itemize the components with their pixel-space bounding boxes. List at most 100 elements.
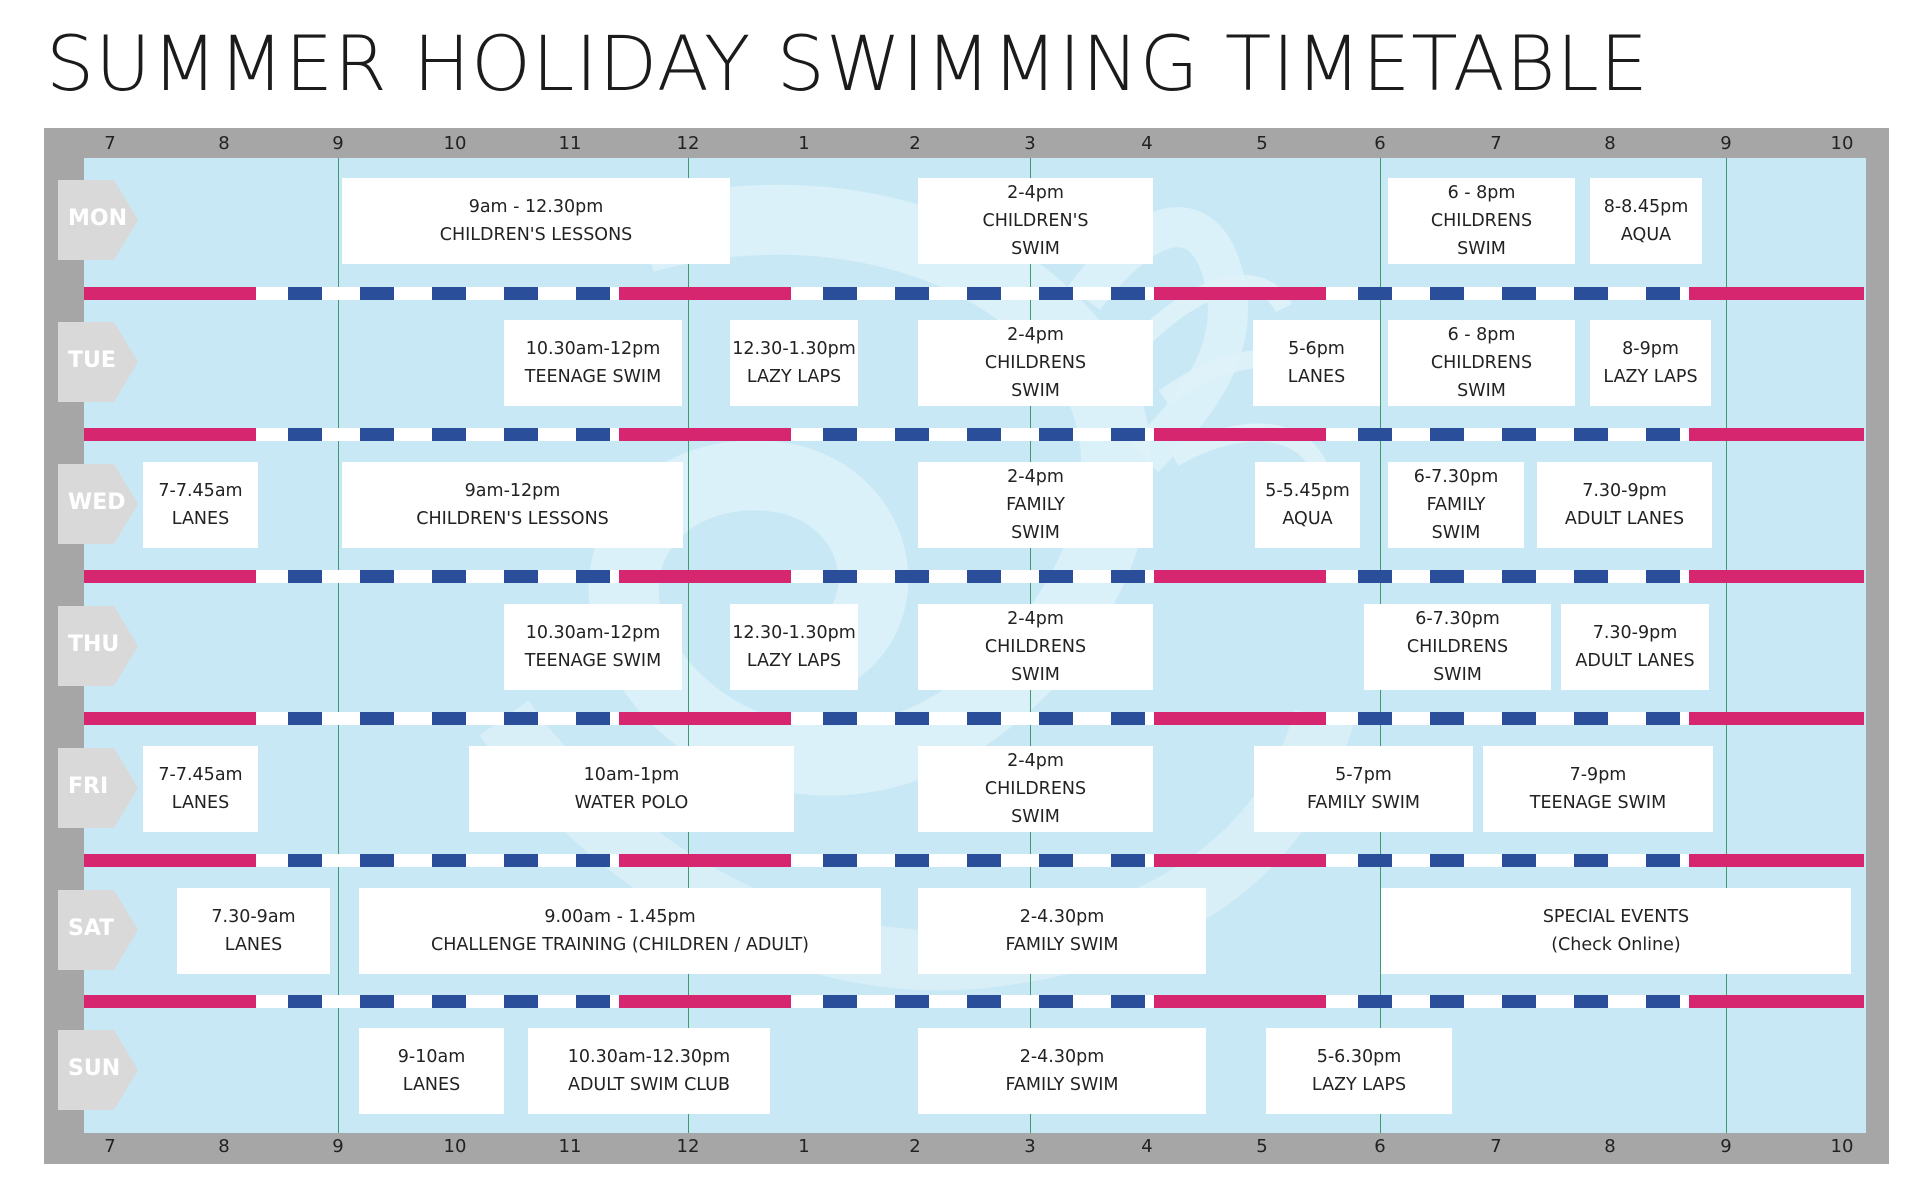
session-card[interactable]: 9-10am LANES [359, 1028, 504, 1114]
session-text: 7.30-9pm ADULT LANES [1564, 481, 1685, 529]
lane-rope-segment [288, 428, 322, 441]
lane-rope-segment [1574, 995, 1608, 1008]
hour-tick-bottom: 5 [1256, 1136, 1268, 1157]
session-card[interactable]: 12.30-1.30pm LAZY LAPS [730, 320, 858, 406]
lane-rope [84, 712, 1864, 725]
lane-rope-segment [1358, 428, 1392, 441]
lane-rope-segment [84, 570, 256, 583]
lane-rope-segment [288, 287, 322, 300]
session-card[interactable]: 10am-1pm WATER POLO [469, 746, 794, 832]
session-card[interactable]: 2-4pm FAMILY SWIM [918, 462, 1153, 548]
lane-rope-segment [967, 712, 1001, 725]
lane-rope-segment [967, 287, 1001, 300]
session-card[interactable]: 6-7.30pm CHILDRENS SWIM [1364, 604, 1551, 690]
lane-rope-segment [504, 712, 538, 725]
lane-rope-segment [360, 570, 394, 583]
lane-rope-segment [1430, 854, 1464, 867]
session-text: 10am-1pm WATER POLO [574, 765, 689, 813]
lane-rope-segment [432, 712, 466, 725]
lane-rope-segment [1646, 995, 1680, 1008]
lane-rope-segment [84, 995, 256, 1008]
lane-rope-segment [1689, 287, 1864, 300]
lane-rope-segment [1646, 712, 1680, 725]
lane-rope-segment [360, 854, 394, 867]
lane-rope-segment [895, 428, 929, 441]
lane-rope-segment [1689, 854, 1864, 867]
lane-rope-segment [1154, 854, 1326, 867]
session-card[interactable]: 7-7.45am LANES [143, 462, 258, 548]
session-card[interactable]: 8-9pm LAZY LAPS [1590, 320, 1711, 406]
session-text: 10.30am-12pm TEENAGE SWIM [524, 339, 662, 387]
lane-rope-segment [1502, 570, 1536, 583]
session-card[interactable]: 10.30am-12pm TEENAGE SWIM [504, 320, 682, 406]
lane-rope-segment [967, 854, 1001, 867]
lane-rope-segment [576, 570, 610, 583]
lane-rope-segment [1039, 428, 1073, 441]
day-label: WED [68, 490, 126, 515]
session-card[interactable]: 6 - 8pm CHILDRENS SWIM [1388, 320, 1575, 406]
session-text: 7-9pm TEENAGE SWIM [1529, 765, 1667, 813]
session-card[interactable]: 9.00am - 1.45pm CHALLENGE TRAINING (CHIL… [359, 888, 881, 974]
session-card[interactable]: 5-7pm FAMILY SWIM [1254, 746, 1473, 832]
session-card[interactable]: 2-4.30pm FAMILY SWIM [918, 1028, 1206, 1114]
lane-rope-segment [1430, 287, 1464, 300]
lane-rope-segment [619, 570, 791, 583]
lane-rope-segment [1154, 995, 1326, 1008]
session-card[interactable]: 5-6.30pm LAZY LAPS [1266, 1028, 1452, 1114]
session-card[interactable]: 6 - 8pm CHILDRENS SWIM [1388, 178, 1575, 264]
session-card[interactable]: SPECIAL EVENTS (Check Online) [1381, 888, 1851, 974]
hour-tick-top: 10 [443, 133, 467, 154]
day-label: SAT [68, 916, 115, 941]
session-card[interactable]: 5-5.45pm AQUA [1255, 462, 1360, 548]
lane-rope [84, 995, 1864, 1008]
session-card[interactable]: 5-6pm LANES [1253, 320, 1380, 406]
hour-tick-top: 11 [558, 133, 582, 154]
session-card[interactable]: 2-4.30pm FAMILY SWIM [918, 888, 1206, 974]
day-label: MON [68, 206, 128, 231]
lane-rope-segment [1574, 712, 1608, 725]
lane-rope-segment [1574, 570, 1608, 583]
session-text: 5-6.30pm LAZY LAPS [1311, 1047, 1407, 1095]
lane-rope [84, 570, 1864, 583]
session-text: 6 - 8pm CHILDRENS SWIM [1430, 183, 1533, 259]
session-card[interactable]: 10.30am-12pm TEENAGE SWIM [504, 604, 682, 690]
lane-rope-segment [576, 854, 610, 867]
lane-rope-segment [432, 287, 466, 300]
lane-rope-segment [360, 428, 394, 441]
session-card[interactable]: 2-4pm CHILDRENS SWIM [918, 320, 1153, 406]
session-text: 5-6pm LANES [1287, 339, 1346, 387]
session-card[interactable]: 2-4pm CHILDREN'S SWIM [918, 178, 1153, 264]
session-card[interactable]: 6-7.30pm FAMILY SWIM [1388, 462, 1524, 548]
session-card[interactable]: 8-8.45pm AQUA [1590, 178, 1702, 264]
session-card[interactable]: 2-4pm CHILDRENS SWIM [918, 604, 1153, 690]
hour-tick-top: 12 [676, 133, 700, 154]
session-text: 7-7.45am LANES [158, 481, 243, 529]
session-text: 2-4.30pm FAMILY SWIM [1005, 1047, 1119, 1095]
session-card[interactable]: 7.30-9am LANES [177, 888, 330, 974]
session-card[interactable]: 7.30-9pm ADULT LANES [1561, 604, 1709, 690]
session-card[interactable]: 12.30-1.30pm LAZY LAPS [730, 604, 858, 690]
session-text: 2-4pm CHILDRENS SWIM [984, 325, 1087, 401]
lane-rope-segment [432, 995, 466, 1008]
lane-rope-segment [823, 995, 857, 1008]
hour-tick-bottom: 3 [1024, 1136, 1036, 1157]
hour-tick-bottom: 9 [1720, 1136, 1732, 1157]
session-card[interactable]: 9am - 12.30pm CHILDREN'S LESSONS [342, 178, 730, 264]
session-text: 2-4pm CHILDREN'S SWIM [982, 183, 1089, 259]
hour-tick-top: 7 [104, 133, 116, 154]
session-card[interactable]: 2-4pm CHILDRENS SWIM [918, 746, 1153, 832]
hour-tick-top: 10 [1830, 133, 1854, 154]
lane-rope-segment [1039, 570, 1073, 583]
session-card[interactable]: 7-9pm TEENAGE SWIM [1483, 746, 1713, 832]
session-card[interactable]: 9am-12pm CHILDREN'S LESSONS [342, 462, 683, 548]
hour-tick-top: 2 [909, 133, 921, 154]
lane-rope-segment [288, 995, 322, 1008]
lane-rope-segment [1646, 854, 1680, 867]
hour-tick-top: 6 [1374, 133, 1386, 154]
session-text: 9-10am LANES [397, 1047, 466, 1095]
session-card[interactable]: 10.30am-12.30pm ADULT SWIM CLUB [528, 1028, 770, 1114]
session-card[interactable]: 7.30-9pm ADULT LANES [1537, 462, 1712, 548]
lane-rope-segment [1358, 854, 1392, 867]
lane-rope-segment [576, 995, 610, 1008]
session-card[interactable]: 7-7.45am LANES [143, 746, 258, 832]
